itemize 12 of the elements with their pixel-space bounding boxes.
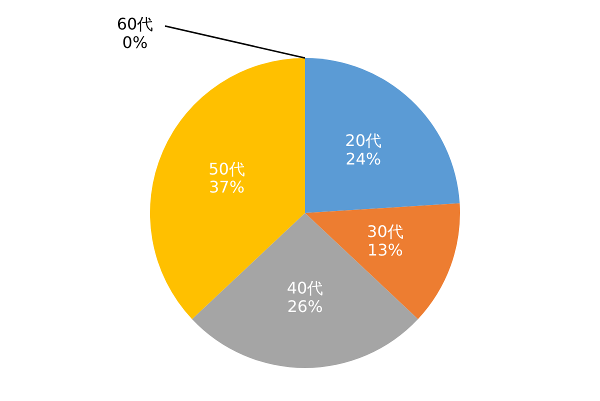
pie-slice	[192, 213, 418, 368]
data-label: 13%	[367, 240, 403, 260]
category-label: 60代	[116, 14, 154, 34]
data-label: 26%	[287, 296, 323, 316]
pie-slice	[305, 58, 460, 213]
slice-label: 30代	[367, 222, 404, 242]
slice-label: 50代	[208, 159, 245, 178]
data-label: 24%	[346, 149, 382, 168]
text: 0%	[122, 33, 148, 52]
data-label: 37%	[208, 178, 245, 197]
slice-label: 20代	[345, 131, 382, 150]
slice-label: 40代	[286, 278, 324, 298]
